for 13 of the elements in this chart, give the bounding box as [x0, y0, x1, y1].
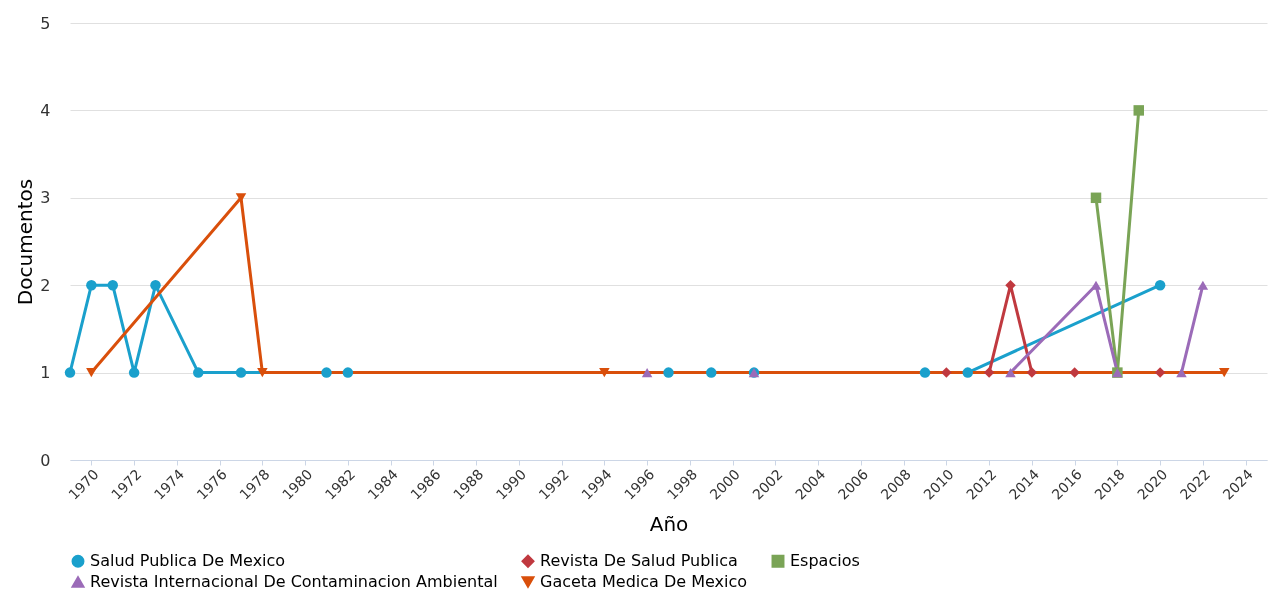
y-tick-label: 2: [40, 275, 51, 295]
y-tick-label: 0: [40, 450, 51, 470]
y-tick-label: 5: [40, 13, 51, 33]
legend-label: Gaceta Medica De Mexico: [540, 572, 748, 591]
x-axis-title: Año: [649, 511, 689, 536]
legend-label: Espacios: [790, 551, 860, 571]
legend-label: Salud Publica De Mexico: [90, 551, 286, 571]
y-axis-title: Documentos: [13, 178, 38, 306]
y-tick-label: 3: [40, 188, 51, 208]
y-tick-label: 4: [40, 100, 51, 120]
y-tick-label: 1: [40, 363, 51, 383]
legend-label: Revista Internacional De Contaminacion Ambiental: [90, 572, 498, 591]
legend-label: Revista De Salud Publica: [540, 551, 738, 571]
